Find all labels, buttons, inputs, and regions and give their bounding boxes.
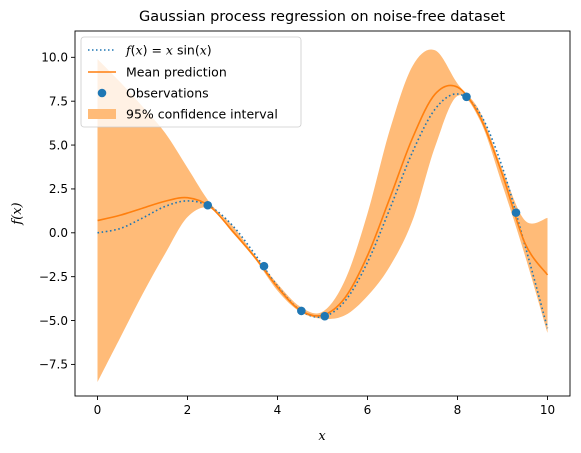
x-axis: 0 2 4 6 8 10	[94, 396, 555, 417]
legend-swatch-confidence-interval	[88, 109, 116, 119]
x-tick-label: 0	[94, 403, 102, 417]
axes-frame	[74, 30, 571, 397]
observation-point	[511, 208, 521, 217]
legend-label-mean-prediction: Mean prediction	[126, 65, 227, 80]
y-tick-label: 0.0	[49, 226, 68, 240]
legend-label-true-function: f(x) = x sin(x)	[125, 43, 212, 58]
observation-point	[462, 92, 471, 102]
x-axis-label: x	[318, 429, 326, 444]
x-tick-label: 4	[274, 403, 282, 417]
x-tick-label: 10	[540, 403, 555, 417]
y-tick-label: −7.5	[39, 358, 68, 372]
observation-point	[320, 311, 330, 321]
x-tick-label: 2	[184, 403, 192, 417]
observation-point	[203, 200, 213, 210]
observation-point	[259, 261, 269, 271]
x-tick-label: 8	[454, 403, 462, 417]
y-tick-label: 7.5	[49, 94, 68, 108]
legend-swatch-observations	[97, 88, 107, 98]
y-axis-label: f(x)	[10, 202, 25, 225]
y-tick-label: −5.0	[39, 314, 68, 328]
y-axis: −7.5 −5.0 −2.5 0.0 2.5 5.0 7.5 10.0	[39, 51, 75, 372]
y-tick-label: 10.0	[41, 51, 68, 65]
y-tick-label: −2.5	[39, 270, 68, 284]
y-tick-label: 2.5	[49, 182, 68, 196]
observation-point	[297, 306, 306, 316]
y-tick-label: 5.0	[49, 138, 68, 152]
legend: f(x) = x sin(x) Mean prediction Observat…	[80, 36, 302, 128]
plot-area	[97, 49, 549, 382]
y-axis-label-text: f(x)	[10, 202, 25, 225]
legend-label-observations: Observations	[126, 86, 209, 101]
x-tick-label: 6	[364, 403, 372, 417]
legend-box	[80, 36, 302, 128]
confidence-interval-band	[97, 49, 548, 382]
legend-label-confidence-interval: 95% confidence interval	[126, 107, 278, 122]
chart-title: Gaussian process regression on noise-fre…	[139, 9, 505, 25]
